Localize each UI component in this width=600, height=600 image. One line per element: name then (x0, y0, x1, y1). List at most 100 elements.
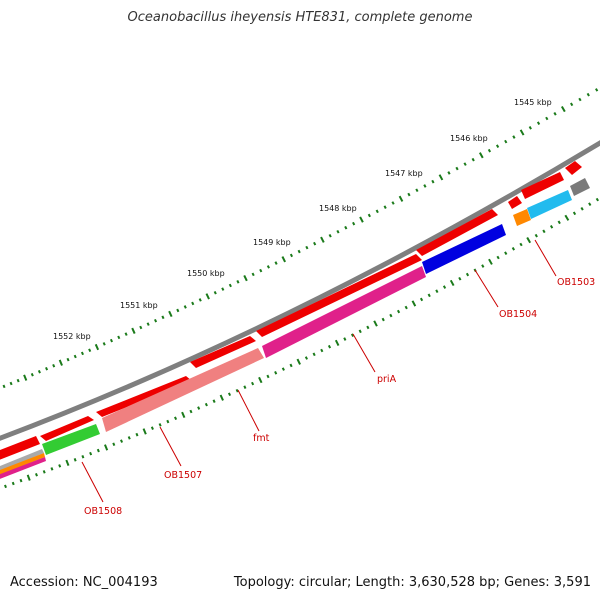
tick-mark (435, 289, 439, 294)
tick-mark (131, 327, 136, 334)
tick-mark (352, 221, 356, 226)
tick-mark (542, 229, 546, 234)
gene-segment[interactable] (0, 449, 44, 472)
tick-mark (73, 458, 77, 462)
tick-mark (174, 416, 178, 421)
tick-mark (23, 374, 28, 381)
scale-ticks (2, 88, 599, 389)
tick-mark (553, 111, 557, 116)
tick-mark (545, 116, 549, 121)
tick-mark (112, 442, 116, 447)
gene-label-ob1507[interactable]: OB1507 (164, 470, 202, 481)
tick-mark (447, 171, 451, 175)
tick-mark (289, 253, 294, 258)
tick-mark (411, 300, 417, 307)
tick-mark (213, 290, 217, 295)
gene-label-ob1508[interactable]: OB1508 (84, 506, 122, 517)
gene-label-ob1503[interactable]: OB1503 (557, 277, 595, 288)
gene-ob1503[interactable] (527, 190, 572, 219)
tick-mark (320, 236, 325, 243)
tick-mark (189, 409, 193, 414)
tick-mark (204, 402, 208, 407)
tick-mark (66, 357, 70, 362)
tick-mark (35, 473, 38, 477)
tick-mark (228, 283, 232, 288)
tick-mark (487, 148, 492, 153)
tick-mark (45, 366, 49, 371)
tick-mark (2, 384, 6, 389)
tick-mark (391, 201, 395, 205)
tick-mark (127, 436, 131, 440)
tick-mark (471, 157, 475, 162)
tick-mark (9, 381, 13, 386)
scale-label: 1549 kbp (253, 238, 291, 247)
tick-mark (478, 152, 484, 159)
tick-mark (227, 392, 232, 397)
gene-arrow[interactable] (565, 161, 582, 175)
tick-mark (367, 213, 371, 218)
tick-mark (320, 348, 324, 353)
gene-label-fmt[interactable]: fmt (253, 433, 270, 444)
tick-mark (65, 459, 70, 467)
tick-mark (511, 247, 515, 251)
tick-mark (344, 225, 348, 230)
gene-pria[interactable] (262, 266, 426, 358)
gene-arrow[interactable] (190, 336, 256, 368)
tick-mark (124, 332, 128, 336)
tick-mark (334, 339, 340, 347)
tick-mark (526, 237, 532, 244)
scale-label: 1547 kbp (385, 169, 423, 178)
tick-mark (281, 256, 286, 263)
tick-mark (389, 313, 393, 318)
tick-mark (595, 88, 599, 92)
tick-mark (176, 308, 180, 313)
tick-mark (266, 265, 270, 269)
tick-mark (166, 419, 170, 424)
tick-mark (570, 102, 574, 107)
scale-label: 1548 kbp (319, 204, 357, 213)
gene-label-ob1504[interactable]: OB1504 (499, 309, 537, 320)
tick-mark (327, 344, 332, 349)
gene-arrow[interactable] (508, 196, 522, 209)
scale-label: 1552 kbp (53, 332, 91, 341)
gene-arrow[interactable] (521, 172, 564, 199)
tick-mark (168, 310, 173, 318)
gene-grey[interactable] (570, 178, 590, 196)
tick-mark (528, 126, 532, 130)
tick-mark (52, 363, 56, 368)
tick-mark (580, 206, 584, 211)
tick-mark (304, 356, 308, 360)
tick-mark (578, 97, 582, 102)
gene-arrow[interactable] (40, 416, 94, 441)
tick-mark (183, 305, 187, 309)
tick-mark (350, 333, 355, 337)
scale-label: 1551 kbp (120, 301, 158, 310)
tick-mark (465, 272, 470, 277)
tick-mark (198, 298, 202, 302)
gene-arrow[interactable] (0, 436, 40, 460)
tick-mark (259, 268, 263, 273)
scale-label: 1546 kbp (450, 134, 488, 143)
gene-segment[interactable] (0, 453, 45, 476)
gene-ob1504[interactable] (422, 224, 506, 274)
tick-mark (181, 411, 186, 419)
tick-mark (557, 220, 561, 225)
gene-ob1507[interactable] (102, 348, 264, 432)
tick-mark (419, 297, 424, 302)
tick-mark (455, 166, 459, 171)
gene-label-pria[interactable]: priA (377, 374, 397, 385)
gene-arrow[interactable] (416, 209, 498, 256)
tick-mark (595, 197, 600, 202)
gene-segment[interactable] (0, 457, 46, 480)
tick-mark (4, 484, 7, 489)
tick-mark (512, 135, 516, 139)
scale-label: 1545 kbp (514, 98, 552, 107)
tick-mark (496, 255, 500, 260)
gene-ob1508[interactable] (42, 424, 100, 455)
gene-arrow[interactable] (96, 376, 192, 417)
tick-mark (258, 376, 263, 384)
gene-arrow[interactable] (256, 254, 422, 337)
tick-mark (30, 372, 34, 377)
tick-mark (313, 241, 317, 246)
gene-ob1503-orange[interactable] (513, 209, 531, 226)
